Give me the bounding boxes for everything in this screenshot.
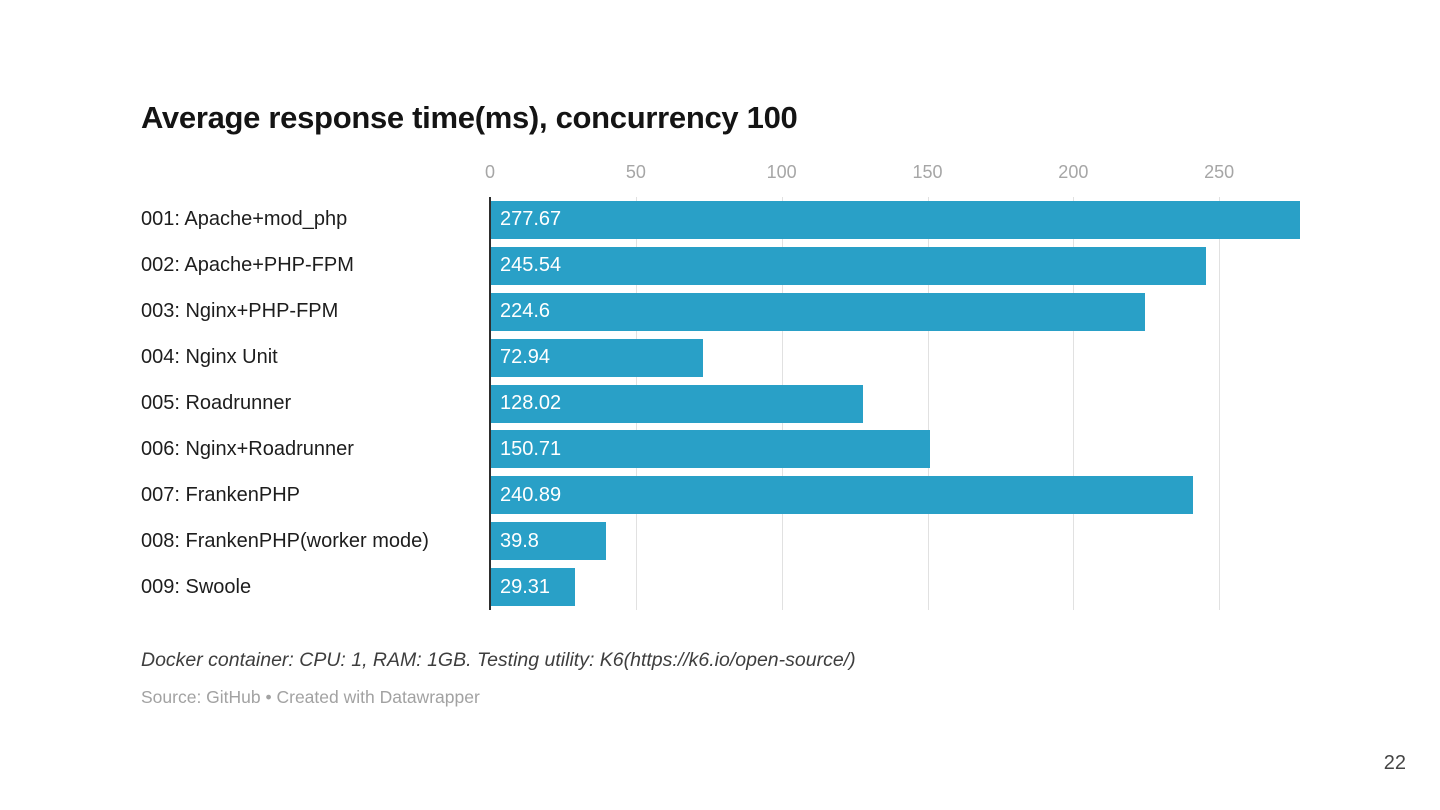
bar-2: 245.54: [490, 246, 1207, 285]
category-label-9: 009: Swoole: [141, 575, 252, 598]
plot-area: 277.67 245.54 224.6 72.94 128.02 150.71 240.89…: [489, 197, 1302, 610]
x-tick-label-250: 250: [1204, 162, 1235, 182]
bar-7: 240.89: [490, 476, 1193, 515]
bar-value-label-8: 39.8: [500, 529, 539, 552]
chart-note: Docker container: CPU: 1, RAM: 1GB. Test…: [141, 649, 856, 671]
x-axis: 0 50 100 150 200 250: [485, 162, 1302, 184]
bar-value-label-4: 72.94: [500, 346, 551, 369]
gridline-250: [1219, 197, 1221, 610]
category-label-1: 001: Apache+mod_php: [141, 208, 348, 231]
bar-1: 277.67: [490, 200, 1300, 239]
bar-value-label-6: 150.71: [500, 437, 562, 460]
bar-6: 150.71: [490, 430, 930, 469]
gridline-200: [1073, 197, 1075, 610]
x-tick-label-150: 150: [912, 162, 943, 182]
bar-3: 224.6: [490, 292, 1146, 331]
page-number: 22: [1383, 752, 1406, 774]
bar-value-label-5: 128.02: [500, 392, 562, 414]
x-tick-label-50: 50: [625, 162, 646, 182]
chart-source: Source: GitHub • Created with Datawrappe…: [141, 687, 480, 707]
bar-value-label-2: 245.54: [500, 254, 562, 277]
category-label-2: 002: Apache+PHP-FPM: [141, 254, 354, 277]
y-axis-line: [489, 197, 491, 610]
bar-value-label-1: 277.67: [500, 208, 562, 231]
bar-value-label-7: 240.89: [500, 483, 562, 506]
x-tick-label-0: 0: [484, 162, 496, 182]
bar-9: 29.31: [490, 568, 576, 607]
category-label-5: 005: Roadrunner: [141, 392, 292, 414]
chart-title: Average response time(ms), concurrency 1…: [141, 100, 798, 135]
bar-5: 128.02: [490, 384, 864, 423]
category-label-3: 003: Nginx+PHP-FPM: [141, 300, 339, 323]
category-label-8: 008: FrankenPHP(worker mode): [141, 529, 429, 552]
gridline-150: [927, 197, 929, 610]
bar-value-label-3: 224.6: [500, 300, 551, 323]
x-tick-label-200: 200: [1058, 162, 1089, 182]
x-tick-label-100: 100: [766, 162, 797, 182]
bar-4: 72.94: [490, 338, 703, 377]
category-label-4: 004: Nginx Unit: [141, 346, 278, 369]
bar-value-label-9: 29.31: [500, 575, 551, 598]
category-label-6: 006: Nginx+Roadrunner: [141, 437, 354, 460]
category-labels-column: 001: Apache+mod_php 002: Apache+PHP-FPM 00…: [141, 197, 486, 610]
bar-8: 39.8: [490, 522, 607, 561]
category-label-7: 007: FrankenPHP: [141, 483, 300, 506]
